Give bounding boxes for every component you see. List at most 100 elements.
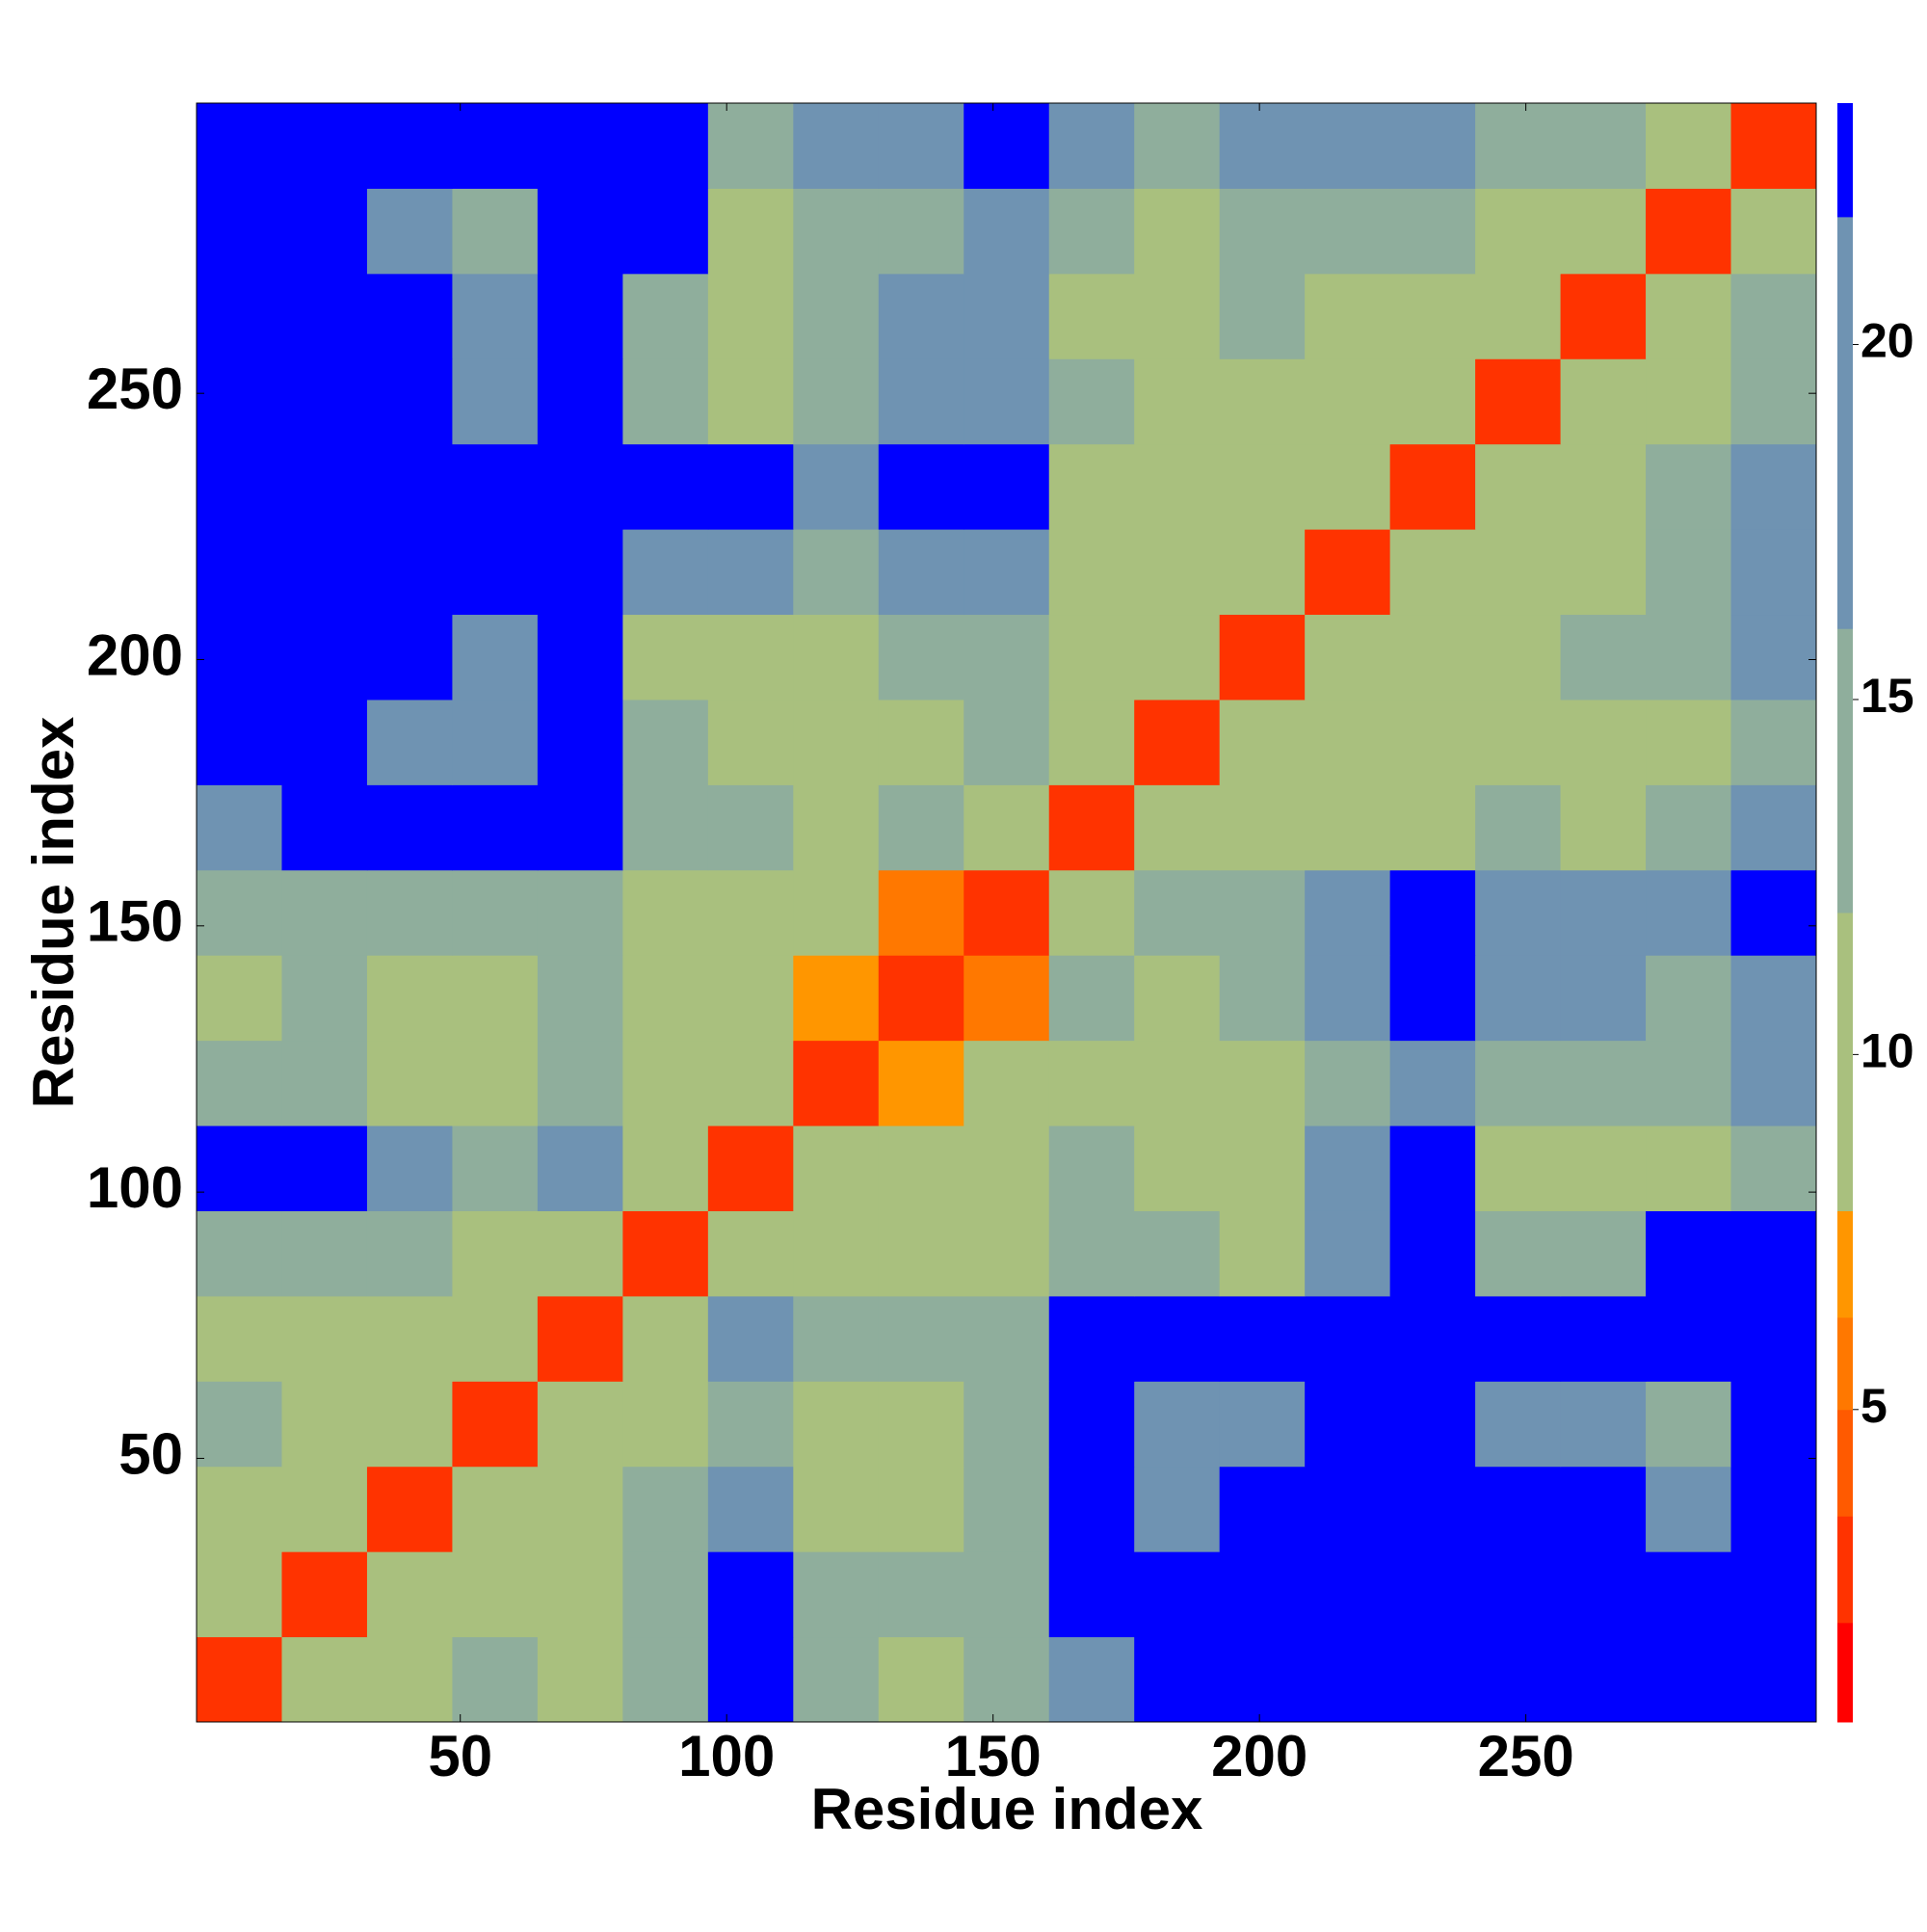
heatmap-cell <box>878 358 964 445</box>
heatmap-cell <box>1475 1381 1562 1468</box>
heatmap-cell <box>1134 1295 1221 1382</box>
colorbar-tick-label: 20 <box>1861 314 1914 368</box>
heatmap-cell <box>1475 1125 1562 1211</box>
heatmap-cell <box>197 955 282 1042</box>
heatmap-cell <box>1048 1040 1135 1126</box>
heatmap-cell <box>622 529 709 616</box>
heatmap-cell <box>1134 955 1221 1042</box>
x-tick-label: 150 <box>945 1724 1042 1788</box>
heatmap-cell <box>964 1551 1050 1638</box>
heatmap-cell <box>1730 614 1817 701</box>
heatmap-cell <box>793 103 880 189</box>
heatmap-cell <box>1730 955 1817 1042</box>
heatmap-cell <box>1646 1381 1732 1468</box>
heatmap-cell <box>1219 1040 1306 1126</box>
heatmap-cell <box>1730 529 1817 616</box>
heatmap-cell <box>1389 784 1476 871</box>
heatmap-cell <box>1219 529 1306 616</box>
heatmap-cell <box>707 188 794 275</box>
heatmap-cell <box>537 443 623 530</box>
heatmap-cell <box>1560 614 1647 701</box>
heatmap-cell <box>1305 273 1391 359</box>
heatmap-cell <box>197 273 282 359</box>
heatmap-cell <box>281 1466 368 1552</box>
heatmap-cell <box>452 1125 539 1211</box>
heatmap-cell <box>1560 1295 1647 1382</box>
heatmap-cell <box>1048 1210 1135 1297</box>
heatmap-cell <box>707 699 794 785</box>
heatmap-cell <box>707 1125 794 1211</box>
heatmap-cell <box>1475 614 1562 701</box>
heatmap-cell <box>452 443 539 530</box>
heatmap-cell <box>1475 188 1562 275</box>
heatmap-cell <box>1475 103 1562 189</box>
heatmap-cell <box>964 1295 1050 1382</box>
heatmap-cell <box>197 1125 282 1211</box>
heatmap-cell <box>281 273 368 359</box>
heatmap-cell <box>281 614 368 701</box>
colorbar-tick-label: 15 <box>1861 669 1914 723</box>
heatmap-cell <box>1219 1551 1306 1638</box>
heatmap-cell <box>878 1466 964 1552</box>
heatmap-cell <box>1305 443 1391 530</box>
heatmap-cell <box>366 869 453 956</box>
heatmap-cell <box>1389 273 1476 359</box>
colorbar-segment <box>1837 103 1853 218</box>
heatmap-cell <box>1560 358 1647 445</box>
heatmap-cell <box>537 1466 623 1552</box>
heatmap-cell <box>878 443 964 530</box>
heatmap-cell <box>964 188 1050 275</box>
heatmap-cell <box>964 358 1050 445</box>
heatmap-cell <box>1475 1551 1562 1638</box>
heatmap-cell <box>793 443 880 530</box>
heatmap-cell <box>366 1210 453 1297</box>
heatmap-cell <box>1219 188 1306 275</box>
heatmap-cell <box>537 784 623 871</box>
heatmap-cell <box>1048 614 1135 701</box>
heatmap-cell <box>622 1125 709 1211</box>
heatmap-cell <box>1305 529 1391 616</box>
heatmap-cell <box>1475 1636 1562 1723</box>
heatmap-cell <box>793 529 880 616</box>
heatmap-cell <box>1560 1466 1647 1552</box>
heatmap-cell <box>1219 784 1306 871</box>
heatmap-cell <box>1134 1466 1221 1552</box>
heatmap-cell <box>1475 699 1562 785</box>
heatmap-cell <box>1475 1295 1562 1382</box>
heatmap-cell <box>1389 699 1476 785</box>
colorbar-segment <box>1837 628 1853 913</box>
heatmap-cell <box>1048 1551 1135 1638</box>
heatmap-cell <box>452 1551 539 1638</box>
heatmap-cell <box>1646 1210 1732 1297</box>
heatmap-cell <box>1219 1295 1306 1382</box>
heatmap-cell <box>1646 699 1732 785</box>
heatmap-cell <box>878 1551 964 1638</box>
heatmap-cell <box>1219 1381 1306 1468</box>
x-axis-title: Residue index <box>811 1777 1203 1841</box>
heatmap-cell <box>707 358 794 445</box>
heatmap-cell <box>1646 188 1732 275</box>
heatmap-cell <box>878 1040 964 1126</box>
heatmap-cell <box>1048 443 1135 530</box>
heatmap-cell <box>197 869 282 956</box>
heatmap-cell <box>1646 1295 1732 1382</box>
heatmap-cell <box>1134 1125 1221 1211</box>
heatmap-cell <box>197 784 282 871</box>
heatmap-cell <box>1134 1210 1221 1297</box>
heatmap-cell <box>1560 103 1647 189</box>
heatmap-cell <box>1134 699 1221 785</box>
heatmap-cell <box>281 784 368 871</box>
heatmap-cell <box>197 529 282 616</box>
colorbar-segment <box>1837 1210 1853 1318</box>
heatmap-cell <box>1134 1551 1221 1638</box>
heatmap-cell <box>793 699 880 785</box>
heatmap-cell <box>1048 273 1135 359</box>
heatmap-cell <box>1048 1381 1135 1468</box>
heatmap-cell <box>964 699 1050 785</box>
heatmap-cell <box>366 1040 453 1126</box>
heatmap-cell <box>537 188 623 275</box>
heatmap-cell <box>707 1551 794 1638</box>
heatmap-cell <box>1475 1040 1562 1126</box>
heatmap-cell <box>1219 103 1306 189</box>
